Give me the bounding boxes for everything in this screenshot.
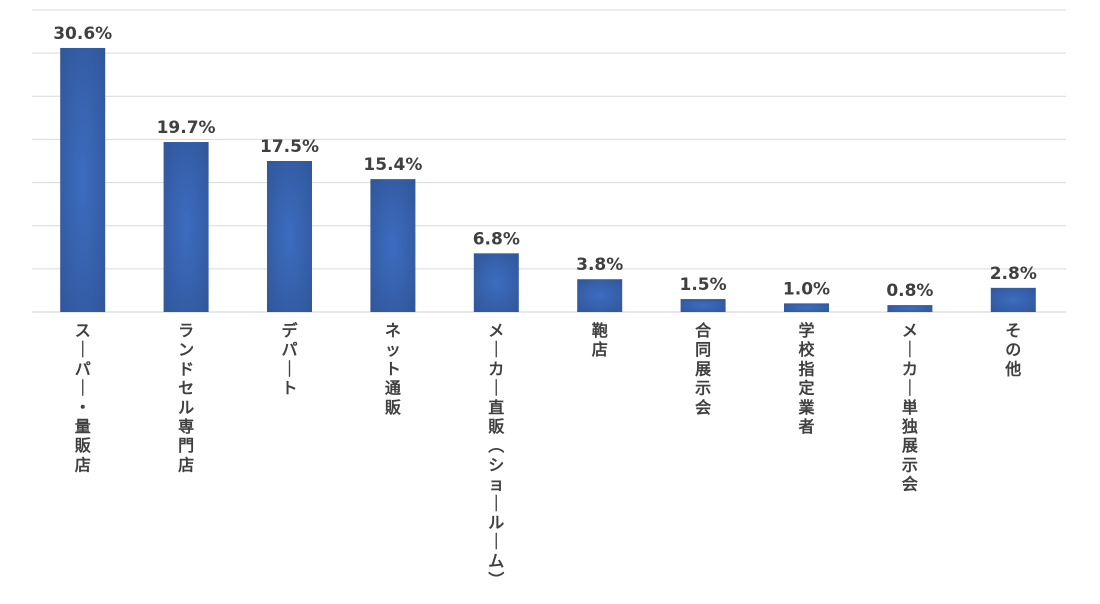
bar xyxy=(267,161,312,312)
data-label: 1.5% xyxy=(680,275,727,295)
data-label: 3.8% xyxy=(576,255,623,275)
bar xyxy=(784,303,829,312)
data-label: 19.7% xyxy=(157,118,216,138)
category-label: 学校指定業者 xyxy=(797,321,815,436)
category-label: デパ｜ト xyxy=(281,321,298,398)
bar xyxy=(887,305,933,312)
category-label: 鞄店 xyxy=(592,321,608,359)
data-label: 1.0% xyxy=(783,279,830,299)
category-label: ネット通販 xyxy=(385,321,402,417)
category-label: 合同展示会 xyxy=(695,321,712,417)
value-labels: 30.6% 19.7% 17.5% 15.4% 6.8% 3.8% 1.5% 1.0% 0.8%… xyxy=(53,24,1037,301)
data-label: 2.8% xyxy=(990,264,1037,284)
bar xyxy=(577,279,623,312)
category-label: その他 xyxy=(1004,321,1021,378)
bar xyxy=(680,299,726,312)
data-label: 17.5% xyxy=(260,137,319,157)
data-label: 15.4% xyxy=(363,155,422,175)
bar xyxy=(990,287,1036,312)
category-labels: ス｜パ｜・量販店 ランドセル専門店 デパ｜ト ネット通販 メ｜カ｜直販︵ショ｜ル｜ム︶ 鞄… xyxy=(75,321,1022,590)
category-label: メ｜カ｜直販︵ショ｜ル｜ム︶ xyxy=(488,321,505,590)
bar xyxy=(473,253,519,312)
bars xyxy=(60,47,1036,313)
bar xyxy=(163,142,209,312)
data-label: 0.8% xyxy=(886,281,933,301)
bar xyxy=(60,47,106,313)
category-label: ス｜パ｜・量販店 xyxy=(75,321,92,474)
bar xyxy=(370,179,416,312)
data-label: 30.6% xyxy=(53,24,112,44)
data-label: 6.8% xyxy=(473,229,520,249)
category-label: ランドセル専門店 xyxy=(178,321,194,474)
category-label: メ｜カ｜単独展示会 xyxy=(902,321,919,494)
